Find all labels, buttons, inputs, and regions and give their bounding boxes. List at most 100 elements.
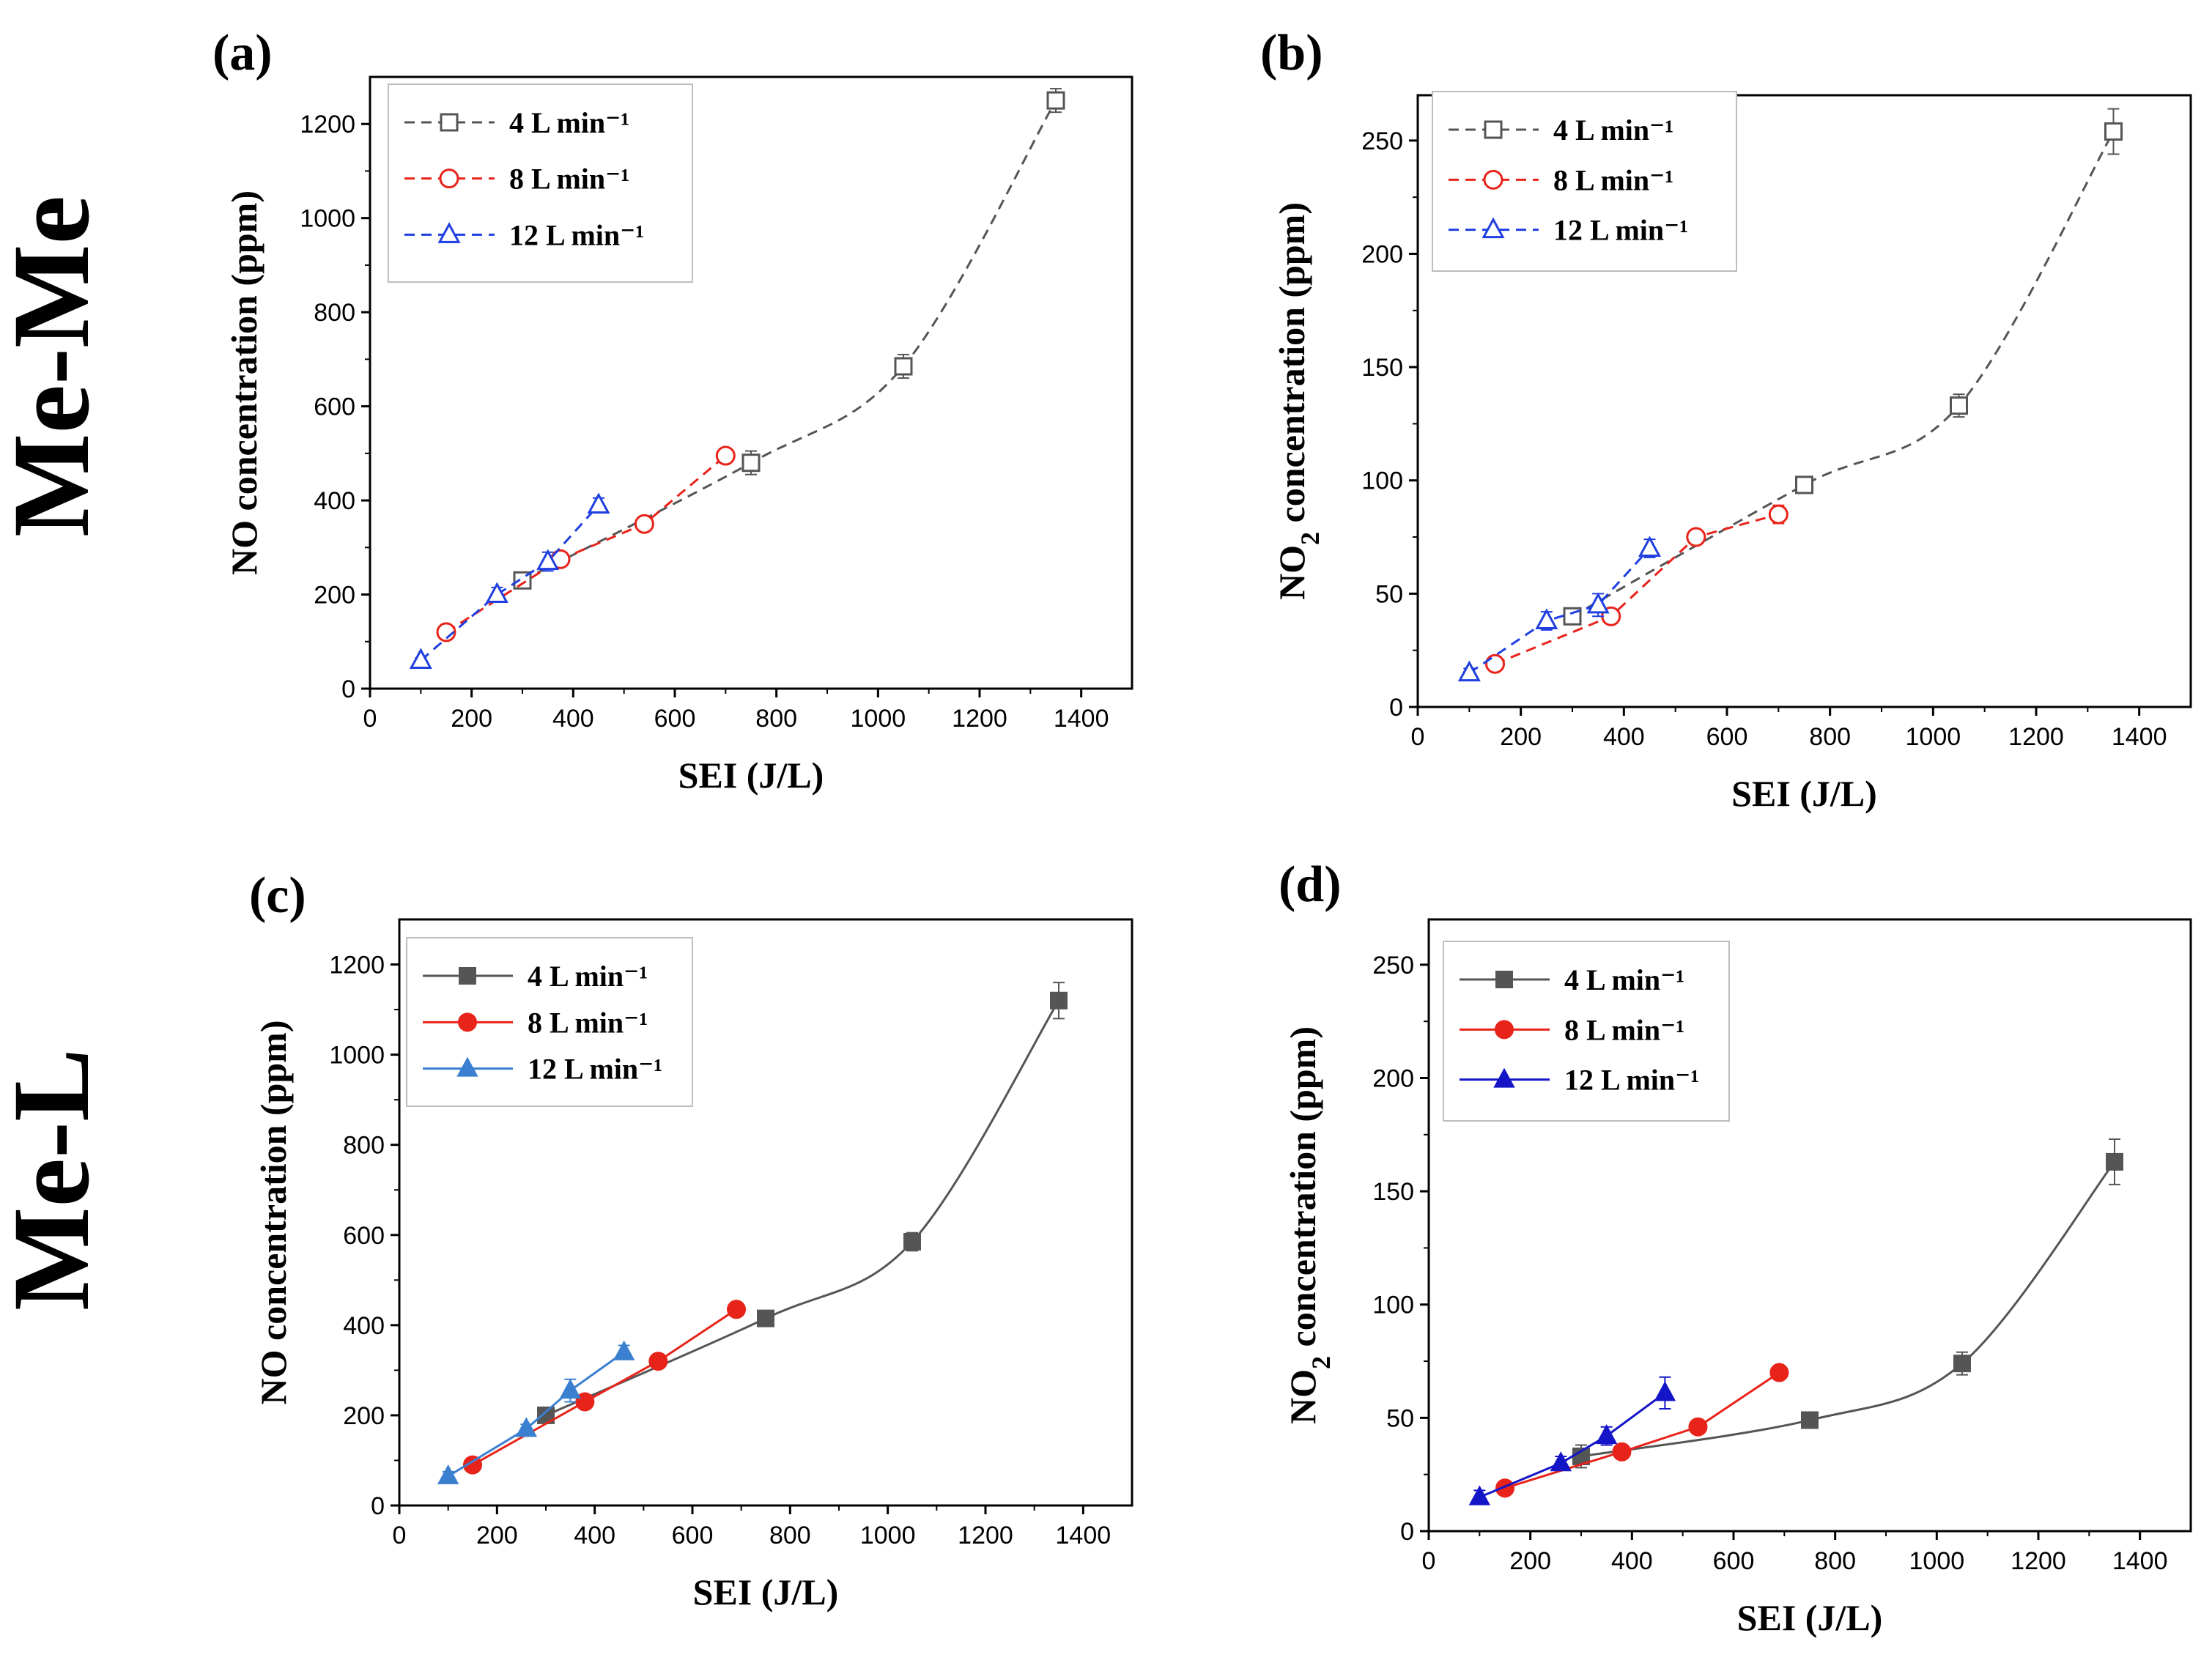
x-tick-label: 800 xyxy=(1814,1547,1856,1575)
data-point xyxy=(436,622,456,642)
data-point xyxy=(1550,1451,1572,1472)
data-point xyxy=(2104,122,2123,141)
data-point xyxy=(1457,660,1481,682)
legend-marker xyxy=(1493,1067,1515,1088)
x-tick-label: 800 xyxy=(1809,723,1851,751)
data-point xyxy=(1953,1355,1971,1373)
y-tick-label: 0 xyxy=(341,675,355,703)
legend-label: 8 L min⁻¹ xyxy=(1564,1013,1684,1046)
series-line-1 xyxy=(1504,1371,1780,1489)
x-tick-label: 400 xyxy=(1611,1547,1653,1575)
data-point xyxy=(1595,1424,1618,1445)
chart-panel-0: (a) 0 200 400 600 800 1000 1200 1400 0 200 400 600 80… xyxy=(212,25,1133,796)
x-tick-label: 400 xyxy=(552,705,594,733)
y-tick-label: 50 xyxy=(1386,1404,1414,1432)
legend-label: 12 L min⁻¹ xyxy=(1553,214,1688,247)
x-tick-label: 1200 xyxy=(2011,1547,2066,1575)
series-line-1 xyxy=(445,454,727,634)
y-tick-label: 1000 xyxy=(329,1042,385,1070)
x-tick-label: 1400 xyxy=(1056,1522,1111,1549)
x-tick-label: 1400 xyxy=(2112,723,2167,751)
y-tick-label: 400 xyxy=(343,1312,385,1340)
y-tick-label: 1200 xyxy=(329,952,385,979)
x-axis-title: SEI (J/L) xyxy=(1731,773,1877,814)
data-point xyxy=(559,1378,582,1399)
x-tick-label: 0 xyxy=(363,705,377,733)
data-point xyxy=(1950,396,1968,415)
chart-panel-1: (b) 0 200 400 600 800 1000 1200 1400 0 50 100 150 200… xyxy=(1260,25,2192,814)
y-tick-label: 100 xyxy=(1372,1292,1414,1319)
legend-marker xyxy=(1482,217,1505,239)
y-tick-label: 1200 xyxy=(300,111,355,138)
y-tick-label: 400 xyxy=(314,487,355,515)
y-tick-label: 250 xyxy=(1372,952,1414,979)
legend-marker xyxy=(1483,169,1503,190)
y-axis-title: NO2 concentration (ppm) xyxy=(1282,1026,1336,1424)
x-tick-label: 200 xyxy=(1509,1547,1551,1575)
panel-label: (a) xyxy=(212,25,273,81)
legend-label: 8 L min⁻¹ xyxy=(509,163,629,196)
data-point xyxy=(1686,527,1706,547)
y-tick-label: 600 xyxy=(343,1222,385,1250)
data-point xyxy=(437,1464,459,1484)
legend-box xyxy=(388,84,693,283)
x-tick-label: 400 xyxy=(1603,723,1645,751)
legend-label: 4 L min⁻¹ xyxy=(509,106,629,139)
y-tick-label: 800 xyxy=(314,299,355,327)
x-tick-label: 1000 xyxy=(860,1522,916,1549)
x-tick-label: 1200 xyxy=(2008,723,2064,751)
x-tick-label: 1400 xyxy=(2112,1547,2168,1575)
y-tick-label: 250 xyxy=(1361,127,1403,155)
panel-label: (d) xyxy=(1279,856,1342,913)
legend-marker xyxy=(437,222,461,243)
y-axis-title: NO concentration (ppm) xyxy=(223,190,265,575)
legend-box xyxy=(1443,941,1730,1122)
x-tick-label: 1200 xyxy=(958,1522,1013,1549)
data-point xyxy=(1688,1417,1708,1437)
data-point xyxy=(1050,991,1068,1010)
data-point xyxy=(648,1352,668,1371)
data-point xyxy=(634,514,654,534)
x-tick-label: 1000 xyxy=(1909,1547,1965,1575)
series-line-1 xyxy=(1494,513,1779,665)
series-line-0 xyxy=(522,100,1057,582)
legend-label: 4 L min⁻¹ xyxy=(1553,114,1673,147)
data-point xyxy=(1485,653,1505,674)
x-tick-label: 1000 xyxy=(1906,723,1961,751)
x-axis-title: SEI (J/L) xyxy=(678,755,824,796)
data-point xyxy=(536,549,560,571)
y-axis-title: NO2 concentration (ppm) xyxy=(1271,202,1325,600)
chart-panel-3: (d) 0 200 400 600 800 1000 1200 1400 0 50 100 150 200… xyxy=(1279,856,2192,1638)
plot-frame xyxy=(1416,94,2192,708)
x-tick-label: 600 xyxy=(672,1522,714,1549)
legend-marker xyxy=(1495,1020,1514,1040)
y-tick-label: 0 xyxy=(1389,694,1403,722)
chart-panel-2: (c) 0 200 400 600 800 1000 1200 1400 0 200 400 600 80… xyxy=(249,867,1133,1612)
legend-box xyxy=(1432,91,1737,272)
y-tick-label: 0 xyxy=(371,1492,385,1520)
y-tick-label: 800 xyxy=(343,1132,385,1160)
series-line-0 xyxy=(1572,130,2115,618)
y-tick-label: 0 xyxy=(1400,1518,1414,1546)
data-point xyxy=(1768,504,1789,525)
legend-label: 8 L min⁻¹ xyxy=(528,1006,648,1039)
data-point xyxy=(485,582,508,604)
y-tick-label: 50 xyxy=(1375,580,1403,608)
legend-label: 12 L min⁻¹ xyxy=(1564,1064,1699,1097)
data-point xyxy=(1468,1485,1491,1505)
data-point xyxy=(1801,1411,1819,1429)
data-point xyxy=(1769,1363,1789,1382)
y-tick-label: 200 xyxy=(314,582,355,610)
legend-label: 4 L min⁻¹ xyxy=(528,960,648,993)
legend-label: 8 L min⁻¹ xyxy=(1553,163,1673,196)
x-tick-label: 200 xyxy=(476,1522,518,1549)
y-tick-label: 150 xyxy=(1361,354,1403,382)
panel-label: (b) xyxy=(1260,25,1323,81)
x-tick-label: 800 xyxy=(755,705,797,733)
legend-marker xyxy=(439,168,459,189)
panel-label: (c) xyxy=(249,867,306,924)
data-point xyxy=(727,1300,746,1319)
legend-marker xyxy=(440,113,459,132)
row-label-me-me: Me-Me xyxy=(0,196,112,537)
